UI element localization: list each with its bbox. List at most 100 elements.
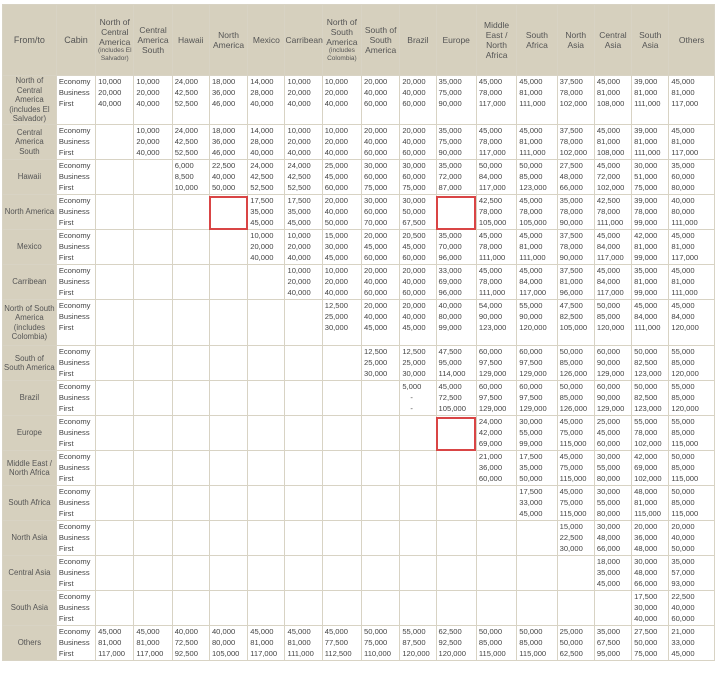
miles-value: 45,000 <box>519 77 543 86</box>
cabin-label: Economy <box>58 77 91 86</box>
miles-value: 20,000 <box>402 301 426 310</box>
miles-value: 50,000 <box>478 627 503 636</box>
table-body: North of Central America (includes El Sa… <box>2 75 715 661</box>
cabin-label: First <box>58 474 74 483</box>
miles-value: 78,000 <box>634 428 658 437</box>
miles-value: 10,000 <box>287 231 311 240</box>
miles-value: 95,000 <box>596 649 621 658</box>
miles-value: 78,000 <box>519 207 543 216</box>
miles-value: 84,000 <box>634 312 658 321</box>
miles-value: 30,000 <box>402 196 426 205</box>
empty-cell <box>435 555 477 591</box>
row-header-from: South of South America <box>2 345 57 381</box>
miles-value: 81,000 <box>671 88 695 97</box>
miles-value: 45,000 <box>250 627 274 636</box>
column-header: Central America South <box>133 4 173 76</box>
miles-value: 108,000 <box>596 148 625 157</box>
miles-value: 20,000 <box>287 242 311 251</box>
miles-cell: 20,000 40,000 60,000 <box>361 264 401 300</box>
miles-value: 20,000 <box>364 77 388 86</box>
miles-value: 85,000 <box>596 312 621 321</box>
miles-value: 40,000 <box>364 277 388 286</box>
miles-value: 30,000 <box>324 323 348 332</box>
miles-value: 52,500 <box>174 99 198 108</box>
miles-value: 42,500 <box>478 196 503 205</box>
empty-cell <box>247 555 286 591</box>
miles-cell: 10,000 20,000 40,000 <box>284 264 323 300</box>
empty-cell <box>361 485 401 521</box>
miles-value: 81,000 <box>559 277 583 286</box>
cabin-label: Business <box>58 498 90 507</box>
miles-cell: 6,000 8,500 10,000 <box>171 159 210 195</box>
miles-value: 97,500 <box>478 358 503 367</box>
miles-value: 117,000 <box>596 288 624 297</box>
row-header-from: Carribean <box>2 264 57 300</box>
miles-value: 50,000 <box>671 452 695 461</box>
miles-value: 78,000 <box>478 88 503 97</box>
miles-value: 48,000 <box>596 533 621 542</box>
miles-value: 30,000 <box>364 196 388 205</box>
cabin-cell: Economy Business First <box>55 345 97 381</box>
cabin-label: Economy <box>58 522 91 531</box>
empty-cell <box>321 520 363 556</box>
miles-value: 18,000 <box>211 126 236 135</box>
miles-value: 40,000 <box>402 137 426 146</box>
empty-cell <box>171 555 210 591</box>
miles-value: 99,000 <box>438 323 462 332</box>
miles-value: 45,000 <box>402 323 426 332</box>
miles-value: 22,500 <box>559 533 583 542</box>
miles-value: 72,000 <box>438 172 462 181</box>
miles-cell: 45,000 77,500 112,500 <box>321 625 363 661</box>
miles-value: 30,000 <box>364 161 388 170</box>
miles-value: 78,000 <box>559 242 583 251</box>
miles-value: 80,000 <box>596 509 621 518</box>
row-header-from: North of Central America (includes El Sa… <box>2 75 57 125</box>
miles-value: 24,000 <box>174 126 198 135</box>
cabin-cell: Economy Business First <box>55 520 97 556</box>
miles-value: 115,000 <box>519 649 547 658</box>
miles-value <box>210 217 246 228</box>
miles-value: 75,000 <box>402 183 426 192</box>
miles-value <box>437 196 475 207</box>
empty-cell <box>171 520 210 556</box>
cabin-label: Business <box>58 137 90 146</box>
empty-cell <box>95 380 135 416</box>
miles-value: 84,000 <box>671 312 695 321</box>
miles-value: 17,500 <box>250 196 274 205</box>
empty-cell <box>284 345 323 381</box>
miles-cell: 10,000 20,000 40,000 <box>284 75 323 125</box>
column-header-label: North Asia <box>565 30 587 50</box>
miles-cell: 27,500 50,000 75,000 <box>631 625 670 661</box>
miles-value: 115,000 <box>559 474 587 483</box>
miles-cell: 37,500 78,000 90,000 <box>556 229 595 265</box>
miles-value: 80,000 <box>438 312 462 321</box>
miles-value: 99,000 <box>634 288 658 297</box>
miles-cell: 35,000 72,000 87,000 <box>435 159 477 195</box>
miles-cell: 45,000 84,000 111,000 <box>631 299 670 346</box>
miles-value: 45,000 <box>596 77 621 86</box>
miles-value: 105,000 <box>559 323 588 332</box>
cabin-label: First <box>58 218 74 227</box>
miles-value: 60,000 <box>402 99 426 108</box>
miles-cell <box>435 415 477 451</box>
miles-value: 35,000 <box>671 161 695 170</box>
miles-value: 52,500 <box>250 183 274 192</box>
empty-cell <box>321 415 363 451</box>
miles-value: 30,000 <box>559 544 583 553</box>
miles-cell: 17,500 30,000 40,000 <box>631 590 670 626</box>
miles-value: 40,000 <box>136 148 160 157</box>
miles-value: 117,000 <box>671 253 699 262</box>
miles-cell: 25,000 45,000 60,000 <box>593 415 633 451</box>
row-header-from: North of South America (includes Colombi… <box>2 299 57 346</box>
miles-value: 45,000 <box>402 242 426 251</box>
row-header-from: Brazil <box>2 380 57 416</box>
miles-cell: 20,000 36,000 48,000 <box>631 520 670 556</box>
miles-value: 120,000 <box>402 649 430 658</box>
miles-value: 90,000 <box>596 358 621 367</box>
miles-value: 85,000 <box>478 638 503 647</box>
row-header-from: Europe <box>2 415 57 451</box>
cabin-cell: Economy Business First <box>55 75 97 125</box>
miles-value: 45,000 <box>364 323 388 332</box>
miles-cell: 20,000 40,000 50,000 <box>668 520 715 556</box>
empty-cell <box>475 555 518 591</box>
